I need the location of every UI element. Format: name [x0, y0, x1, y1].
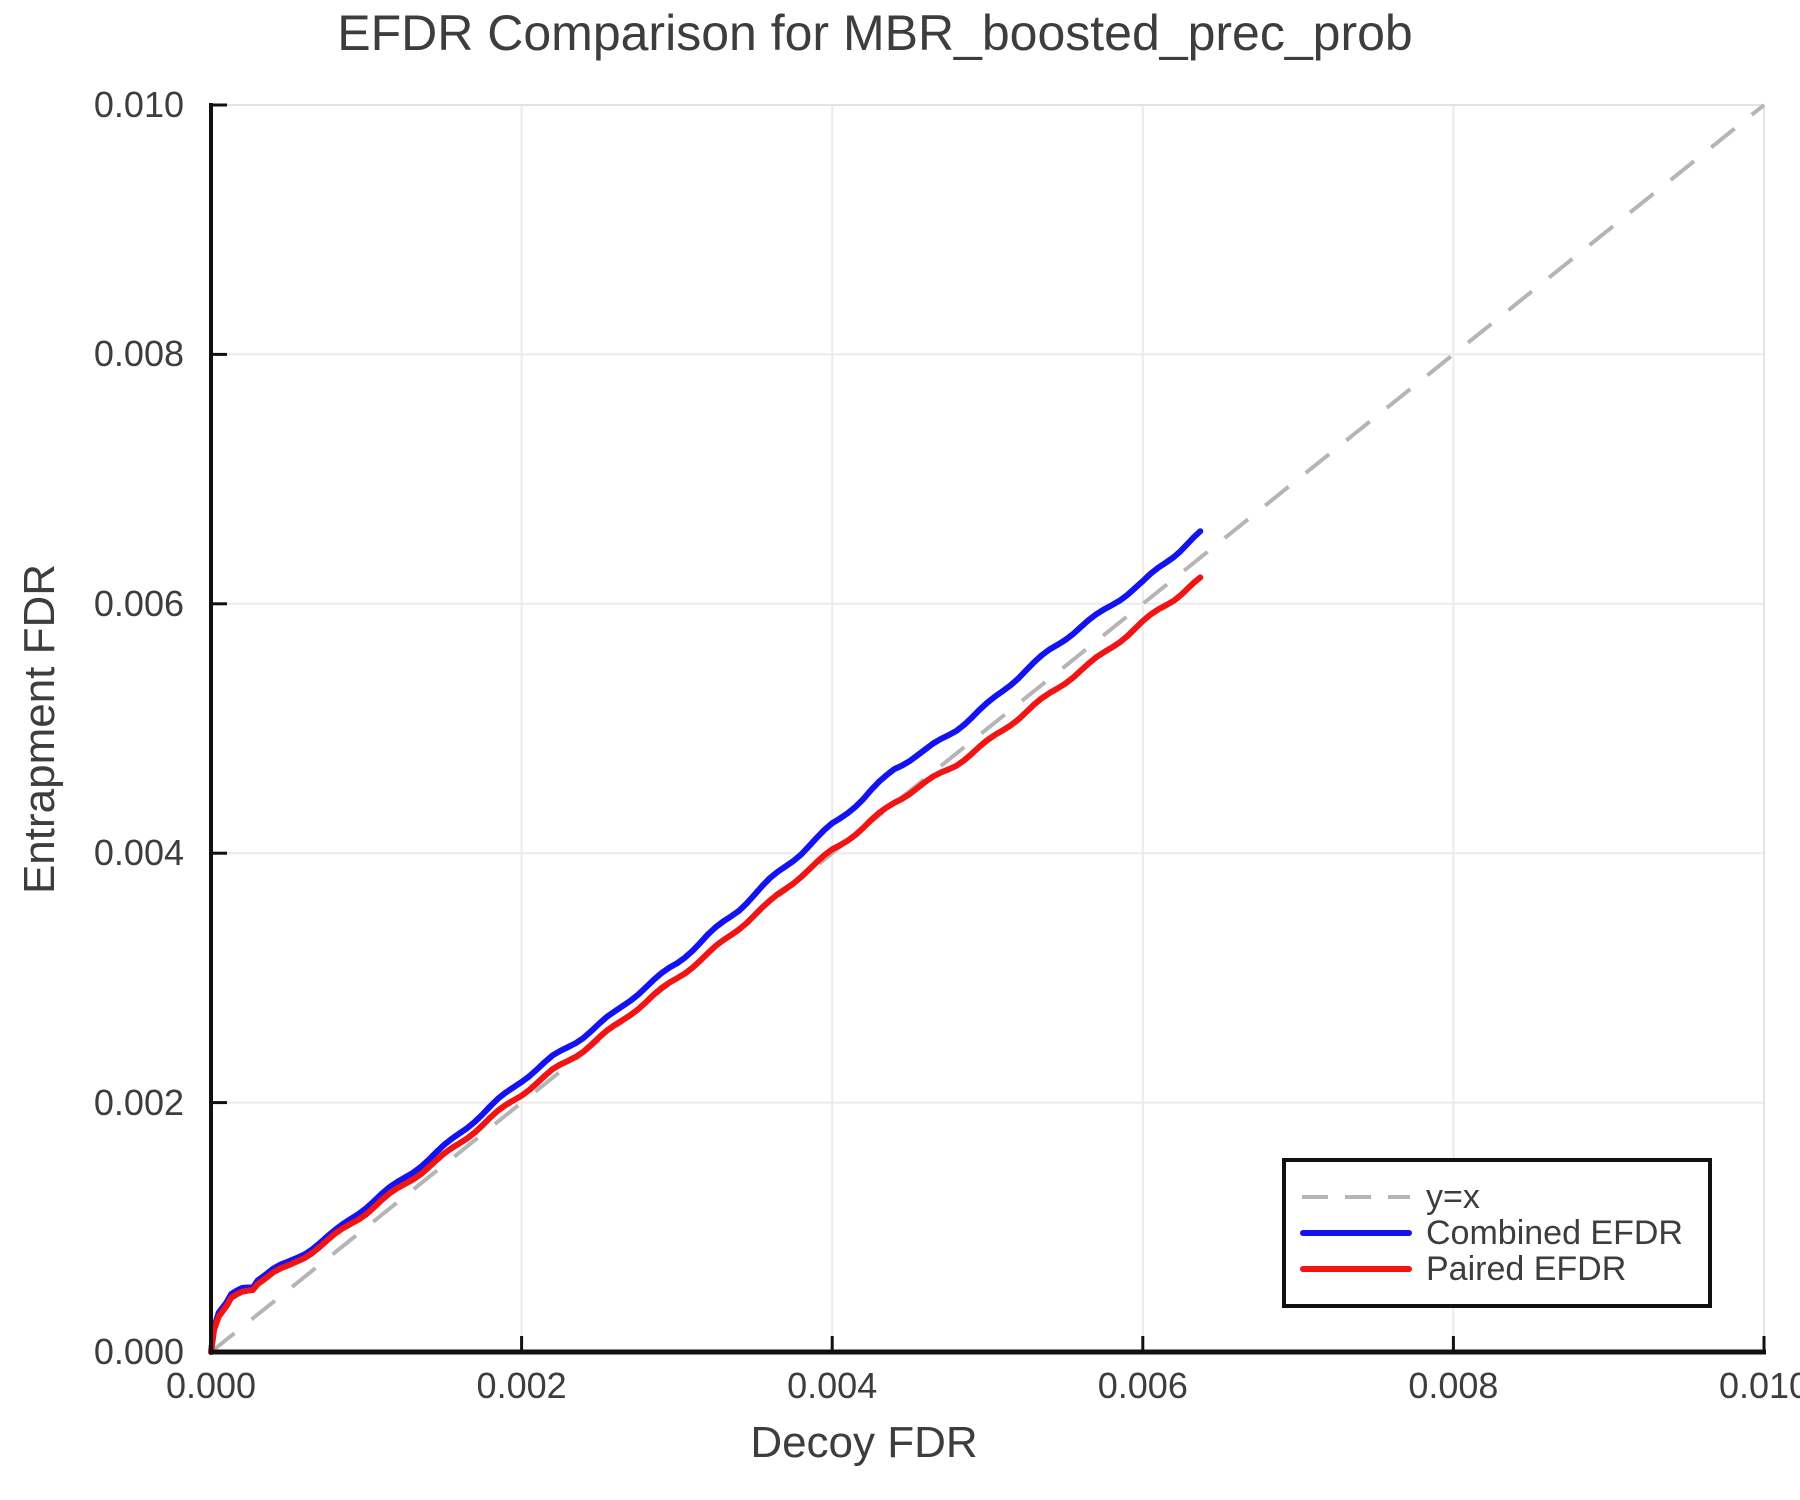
y-tick-label: 0.002 — [93, 1081, 184, 1123]
legend-label-combined: Combined EFDR — [1426, 1213, 1683, 1252]
legend-row-combined: Combined EFDR — [1300, 1213, 1708, 1252]
x-tick-label: 0.002 — [476, 1365, 567, 1406]
x-tick-label: 0.006 — [1097, 1365, 1188, 1406]
legend-row-reference: y=x — [1300, 1177, 1708, 1216]
x-tick-label: 0.008 — [1408, 1365, 1499, 1406]
combined-line-sample-icon — [1300, 1230, 1412, 1236]
chart-title: EFDR Comparison for MBR_boosted_prec_pro… — [337, 5, 1413, 61]
x-tick-label: 0.004 — [787, 1365, 878, 1406]
reference-line-y-equals-x — [209, 103, 1766, 1354]
x-axis-label: Decoy FDR — [750, 1418, 978, 1467]
y-tick-label: 0.010 — [93, 84, 184, 125]
y-tick-label: 0.004 — [93, 832, 184, 874]
x-tick-label: 0.010 — [1718, 1365, 1800, 1406]
series-line-combined-efdr — [208, 528, 1204, 1355]
y-tick-label: 0.000 — [93, 1331, 184, 1372]
legend-label-reference: y=x — [1426, 1177, 1480, 1216]
legend-row-paired: Paired EFDR — [1300, 1249, 1708, 1288]
series-line-paired-efdr — [208, 574, 1204, 1355]
legend-label-paired: Paired EFDR — [1426, 1249, 1627, 1288]
reference-line-sample-icon — [1302, 1195, 1410, 1199]
x-tick-label: 0.000 — [165, 1365, 257, 1406]
paired-line-sample-icon — [1300, 1266, 1412, 1272]
legend: y=x Combined EFDR Paired EFDR — [1282, 1158, 1712, 1308]
y-tick-label: 0.008 — [93, 333, 184, 375]
y-tick-label: 0.006 — [93, 582, 184, 624]
